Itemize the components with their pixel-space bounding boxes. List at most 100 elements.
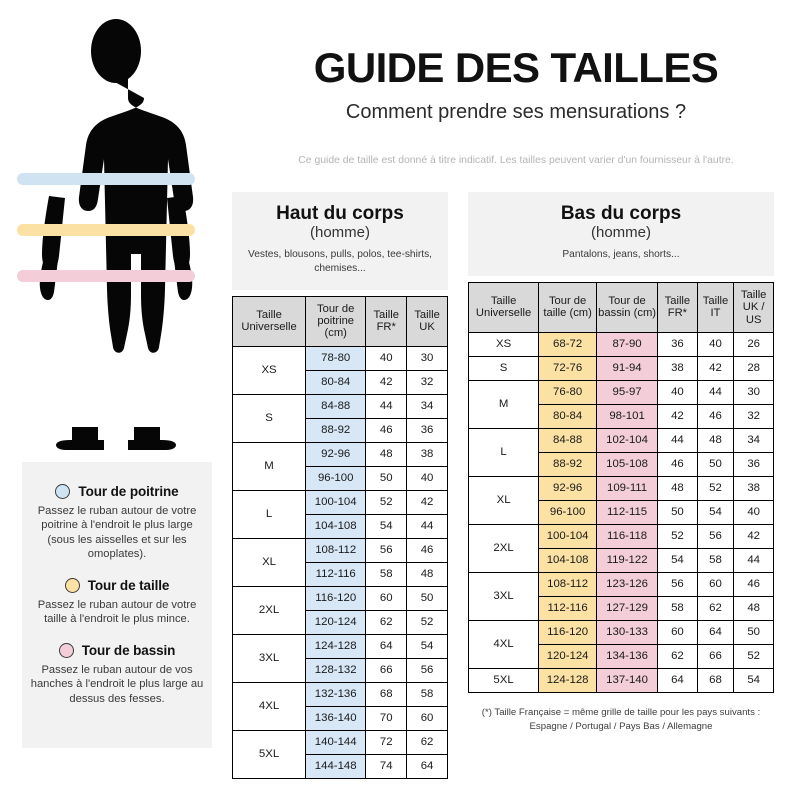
table-cell: 80-84 xyxy=(538,403,598,429)
table-cell: 92-96 xyxy=(305,441,367,467)
table-cell: 52 xyxy=(365,489,408,515)
table-cell: 116-118 xyxy=(596,523,659,549)
table-cell: 108-112 xyxy=(305,537,367,563)
chest-color-dot xyxy=(55,484,71,499)
table-cell: 36 xyxy=(406,417,448,443)
table-cell: 112-115 xyxy=(596,499,659,525)
table-cell: 136-140 xyxy=(305,705,367,731)
table-cell: 52 xyxy=(733,643,774,669)
chest-band xyxy=(17,173,195,185)
table-cell: 44 xyxy=(733,547,774,573)
table-cell: 102-104 xyxy=(596,427,659,453)
table-cell: 48 xyxy=(733,595,774,621)
table-cell: 58 xyxy=(406,681,448,707)
table-cell: 78-80 xyxy=(305,345,367,371)
legend-desc-waist: Passez le ruban autour de votre taille à… xyxy=(37,598,197,626)
waist-band xyxy=(17,224,195,236)
table-cell: 105-108 xyxy=(596,451,659,477)
table-cell: 44 xyxy=(406,513,448,539)
table-cell: 48 xyxy=(406,561,448,587)
universal-size-cell: 2XL xyxy=(467,523,540,573)
table-cell: 62 xyxy=(657,643,698,669)
universal-size-cell: S xyxy=(231,393,307,443)
legend-title-chest: Tour de poitrine xyxy=(78,484,179,499)
universal-size-cell: 3XL xyxy=(467,571,540,621)
table-cell: 60 xyxy=(696,571,735,597)
table-header-row: Taille Universelle Tour de taille (cm) Tou… xyxy=(467,281,774,333)
table-cell: 120-124 xyxy=(305,609,367,635)
column-header-3: Taille UK xyxy=(406,295,448,347)
table-row: 4XL 116-120 130-133 60 64 50 xyxy=(467,619,774,669)
universal-size-cell: 5XL xyxy=(231,729,307,779)
lower-body-title-panel: Bas du corps (homme) Pantalons, jeans, s… xyxy=(468,192,774,276)
table-cell: 119-122 xyxy=(596,547,659,573)
column-header-2: Tour de bassin (cm) xyxy=(596,281,659,333)
table-row: 112-116 58 48 xyxy=(233,561,448,587)
table-row: 4XL 132-136 68 58 xyxy=(231,681,448,731)
table-row: XS 78-80 40 30 xyxy=(231,345,448,395)
table-cell: 120-124 xyxy=(538,643,598,669)
table-cell: 72 xyxy=(365,729,408,755)
table-cell: 116-120 xyxy=(538,619,598,645)
table-cell: 68 xyxy=(696,667,735,693)
table-row: 112-116 127-129 58 62 48 xyxy=(469,595,774,621)
table-cell: 64 xyxy=(696,619,735,645)
upper-body-table: Taille Universelle Tour de poitrine (cm) T… xyxy=(231,295,448,779)
column-header-1: Tour de taille (cm) xyxy=(538,281,598,333)
universal-size-cell: 4XL xyxy=(467,619,540,669)
universal-size-cell: M xyxy=(231,441,307,491)
table-cell: 32 xyxy=(733,403,774,429)
table-cell: 40 xyxy=(696,331,735,357)
table-cell: 46 xyxy=(696,403,735,429)
legend-title-waist: Tour de taille xyxy=(87,577,170,593)
table-cell: 52 xyxy=(406,609,448,635)
table-cell: 134-136 xyxy=(596,643,659,669)
table-row: 5XL 140-144 72 62 xyxy=(231,729,448,779)
table-cell: 87-90 xyxy=(596,331,659,357)
table-row: XS 68-72 87-90 36 40 26 xyxy=(467,331,774,357)
table-row: 80-84 42 32 xyxy=(233,369,448,395)
universal-size-cell: L xyxy=(231,489,307,539)
table-cell: 60 xyxy=(365,585,408,611)
table-cell: 42 xyxy=(365,369,408,395)
table-cell: 100-104 xyxy=(305,489,367,515)
male-silhouette-icon xyxy=(39,19,194,450)
hip-color-dot xyxy=(58,642,74,658)
column-header-5: Taille UK / US xyxy=(733,281,774,333)
table-cell: 137-140 xyxy=(596,667,659,693)
table-cell: 50 xyxy=(657,499,698,525)
table-cell: 58 xyxy=(696,547,735,573)
universal-size-cell: XS xyxy=(467,331,540,357)
table-cell: 54 xyxy=(365,513,408,539)
table-cell: 38 xyxy=(657,355,698,381)
table-cell: 44 xyxy=(657,427,698,453)
column-header-0: Taille Universelle xyxy=(467,281,540,333)
table-cell: 128-132 xyxy=(305,657,367,683)
table-row: L 84-88 102-104 44 48 34 xyxy=(467,427,774,477)
table-cell: 58 xyxy=(657,595,698,621)
table-cell: 60 xyxy=(657,619,698,645)
table-cell: 34 xyxy=(733,427,774,453)
table-cell: 32 xyxy=(406,369,448,395)
legend-desc-hip: Passez le ruban autour de vos hanches à … xyxy=(30,663,204,705)
table-row: M 76-80 95-97 40 44 30 xyxy=(467,379,774,429)
table-cell: 54 xyxy=(406,633,448,659)
table-cell: 54 xyxy=(733,667,774,693)
table-row: 3XL 124-128 64 54 xyxy=(231,633,448,683)
table-cell: 52 xyxy=(696,475,735,501)
table-cell: 62 xyxy=(406,729,448,755)
table-cell: 91-94 xyxy=(596,355,659,381)
upper-body-title: Haut du corps xyxy=(276,203,404,224)
lower-body-title: Bas du corps xyxy=(560,203,682,224)
table-cell: 104-108 xyxy=(538,547,598,573)
table-cell: 46 xyxy=(657,451,698,477)
table-cell: 70 xyxy=(365,705,408,731)
table-cell: 34 xyxy=(406,393,448,419)
table-cell: 44 xyxy=(365,393,408,419)
table-cell: 56 xyxy=(365,537,408,563)
disclaimer-text: Ce guide de taille est donné à titre ind… xyxy=(298,155,734,166)
table-cell: 50 xyxy=(733,619,774,645)
table-cell: 46 xyxy=(365,417,408,443)
page-subtitle: Comment prendre ses mensurations ? xyxy=(345,101,687,123)
